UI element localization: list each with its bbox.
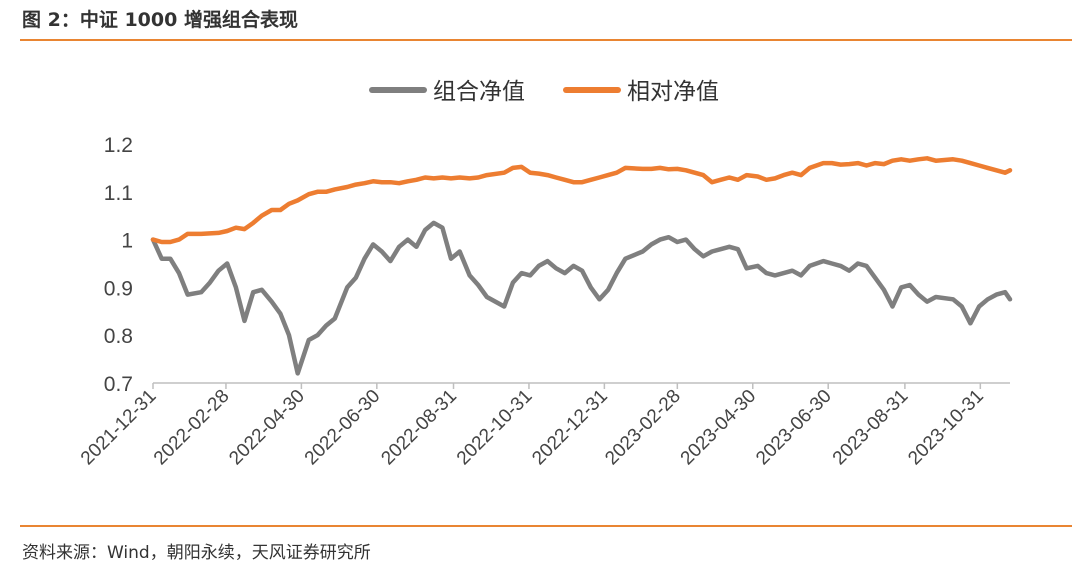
source-rule [20, 525, 1072, 527]
y-tick-label: 0.7 [104, 373, 133, 396]
legend-label: 相对净值 [627, 79, 719, 105]
y-tick-label: 1 [121, 230, 133, 253]
y-tick-label: 0.9 [104, 277, 133, 300]
series-group [150, 156, 1013, 376]
x-tick-label: 2023-06-30 [752, 386, 836, 470]
y-tick-label: 0.8 [104, 325, 133, 348]
x-tick-label: 2022-12-31 [528, 386, 612, 470]
x-tick-label: 2022-10-31 [453, 386, 537, 470]
x-tick-label: 2021-12-31 [77, 386, 161, 470]
x-tick-label: 2023-10-31 [904, 386, 988, 470]
x-tick-label: 2023-04-30 [677, 386, 761, 470]
series-line [150, 220, 1013, 376]
series-line [150, 156, 1013, 245]
source-note: 资料来源：Wind，朝阳永续，天风证券研究所 [22, 543, 371, 563]
title-rule [20, 39, 1072, 41]
x-tick-label: 2022-08-31 [377, 386, 461, 470]
x-axis: 2021-12-312022-02-282022-04-302022-06-30… [77, 382, 1010, 470]
y-tick-label: 1.1 [104, 182, 133, 205]
y-axis: 0.7 0.8 0.9 1 1.1 1.2 [104, 134, 133, 396]
x-tick-label: 2023-02-28 [601, 386, 685, 470]
x-tick-label: 2023-08-31 [829, 386, 913, 470]
y-tick-label: 1.2 [104, 134, 133, 157]
legend-label: 组合净值 [433, 79, 525, 105]
line-chart: 组合净值 相对净值 0.70.80.911.11.2 2021-12-312022… [77, 79, 1013, 470]
x-tick-label: 2022-04-30 [225, 386, 309, 470]
figure-title: 图 2：中证 1000 增强组合表现 [22, 9, 298, 31]
chart-legend: 组合净值 相对净值 [369, 79, 719, 105]
x-tick-label: 2022-06-30 [301, 386, 385, 470]
x-tick-label: 2022-02-28 [150, 386, 234, 470]
